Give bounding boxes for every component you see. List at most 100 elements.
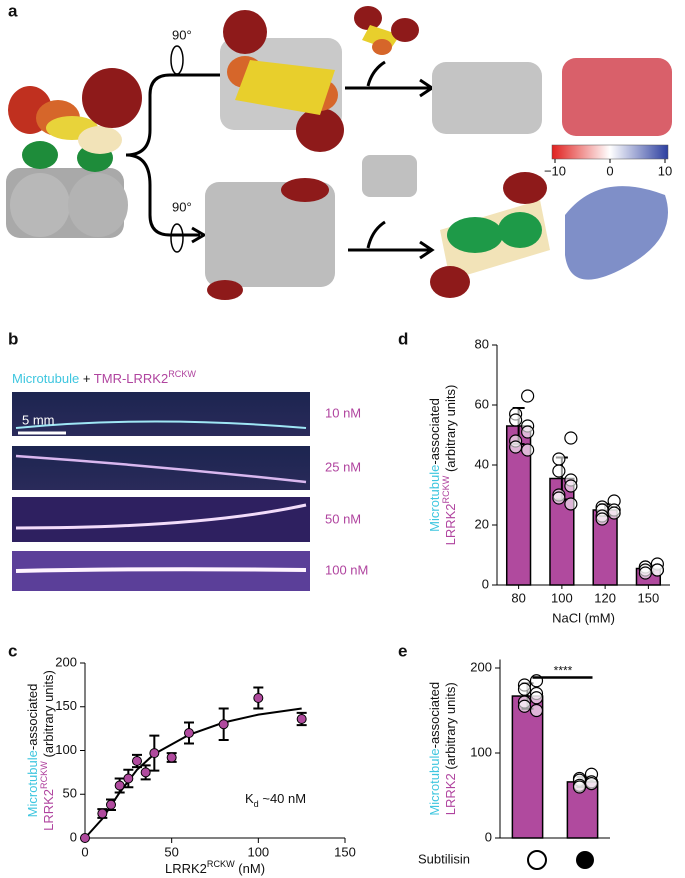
colorbar-tick-label: −10: [544, 163, 566, 178]
data-point: [509, 440, 523, 454]
x-tick-label: 80: [511, 590, 525, 605]
data-point: [521, 425, 535, 439]
text-part: RCKW: [441, 475, 451, 503]
data-point: [552, 452, 566, 466]
data-point: [552, 464, 566, 478]
complex-bound: [430, 172, 550, 298]
text-part: LRRK2: [443, 503, 458, 545]
y-tick-label: 80: [475, 336, 489, 351]
x-tick-label: 100: [551, 590, 573, 605]
concentration-label: 50 nM: [325, 511, 361, 526]
data-point: [97, 808, 108, 819]
x-axis-label: Subtilisin: [418, 851, 470, 866]
concentration-label: 10 nM: [325, 405, 361, 420]
data-point: [253, 693, 264, 703]
arrow: [345, 86, 430, 252]
structure-main: [6, 68, 142, 238]
text-part: RCKW: [39, 761, 49, 789]
y-tick-label: 0: [70, 829, 77, 844]
rotation-label: 90°: [172, 27, 192, 42]
structure-top: [220, 10, 344, 152]
x-tick-label: 100: [247, 844, 269, 859]
y-tick-label: 200: [470, 659, 492, 674]
data-point: [509, 413, 523, 427]
data-point: [584, 776, 599, 791]
x-axis-label: LRRK2RCKW (nM): [165, 859, 265, 876]
data-point: [650, 563, 664, 577]
data-point: [517, 699, 532, 713]
text-part: LRRK2: [41, 789, 56, 831]
text-part: LRRK2: [165, 861, 207, 876]
scale-bar-label: 5 mm: [22, 412, 55, 427]
data-point: [106, 799, 116, 810]
category-symbol: [527, 850, 547, 870]
text-part: RCKW: [168, 369, 196, 379]
data-point: [638, 566, 652, 580]
text-part: (arbitrary units): [443, 385, 458, 476]
y-label-line: LRRK2 (arbitrary units): [443, 682, 458, 815]
data-point: [149, 748, 160, 759]
y-label-line: Microtubule-associated: [25, 684, 40, 818]
y-tick-label: 60: [475, 396, 489, 411]
branch-arrow: [125, 73, 235, 237]
data-point: [166, 752, 177, 763]
colorbar-tick-label: 0: [606, 163, 613, 178]
data-point: [140, 767, 151, 778]
bar: [511, 695, 544, 839]
y-tick-label: 150: [55, 698, 77, 713]
y-tick-label: 20: [475, 516, 489, 531]
x-tick-label: 50: [164, 844, 178, 859]
data-point: [521, 389, 535, 403]
legend: Microtubule + TMR-LRRK2RCKW: [12, 369, 196, 386]
text-part: Microtubule: [12, 371, 79, 386]
panel-label: c: [8, 641, 17, 660]
data-point: [123, 773, 134, 784]
panel-label: e: [398, 641, 407, 660]
micrographs: [12, 392, 310, 591]
data-point: [595, 512, 609, 526]
data-point: [521, 443, 535, 457]
text-part: ~40 nM: [259, 791, 306, 806]
data-point: [218, 719, 229, 730]
x-tick-label: 150: [334, 844, 356, 859]
y-label-line: LRRK2RCKW (arbitrary units): [39, 670, 56, 831]
data-point: [80, 833, 90, 843]
significance-label: ****: [554, 664, 573, 678]
x-tick-label: 0: [81, 844, 88, 859]
y-tick-label: 100: [55, 742, 77, 757]
rotation-label: 90°: [172, 199, 192, 214]
y-label-line: Microtubule-associated: [427, 398, 442, 532]
text-part: -associated: [427, 398, 442, 464]
text-part: -associated: [427, 682, 442, 748]
category-symbol: [576, 851, 594, 869]
y-tick-label: 40: [475, 456, 489, 471]
data-point: [572, 780, 587, 794]
data-point: [529, 691, 544, 705]
structure-bottom: [205, 178, 335, 300]
text-part: (arbitrary units): [41, 670, 56, 761]
x-tick-label: 150: [638, 590, 660, 605]
data-point: [564, 431, 578, 445]
text-part: TMR-LRRK2: [94, 371, 168, 386]
electrostatic-surface: [562, 58, 672, 136]
text-part: Microtubule: [427, 465, 442, 532]
data-point: [517, 682, 532, 696]
x-axis-label: NaCl (mM): [552, 610, 615, 625]
text-part: K: [245, 791, 254, 806]
x-tick-label: 120: [594, 590, 616, 605]
text-part: LRRK2: [443, 773, 458, 815]
y-label-line: Microtubule-associated: [427, 682, 442, 816]
text-part: -associated: [25, 684, 40, 750]
y-tick-label: 100: [470, 744, 492, 759]
data-point: [132, 756, 142, 766]
fragment: [354, 6, 419, 197]
annotation: Kd ~40 nM: [245, 791, 306, 809]
data-point: [529, 703, 544, 718]
data-point: [114, 780, 125, 791]
text-part: (arbitrary units): [443, 682, 458, 773]
microtubule-surface: [432, 62, 542, 134]
data-point: [564, 497, 578, 511]
rotation-icon: [170, 223, 184, 253]
text-part: (nM): [235, 861, 265, 876]
